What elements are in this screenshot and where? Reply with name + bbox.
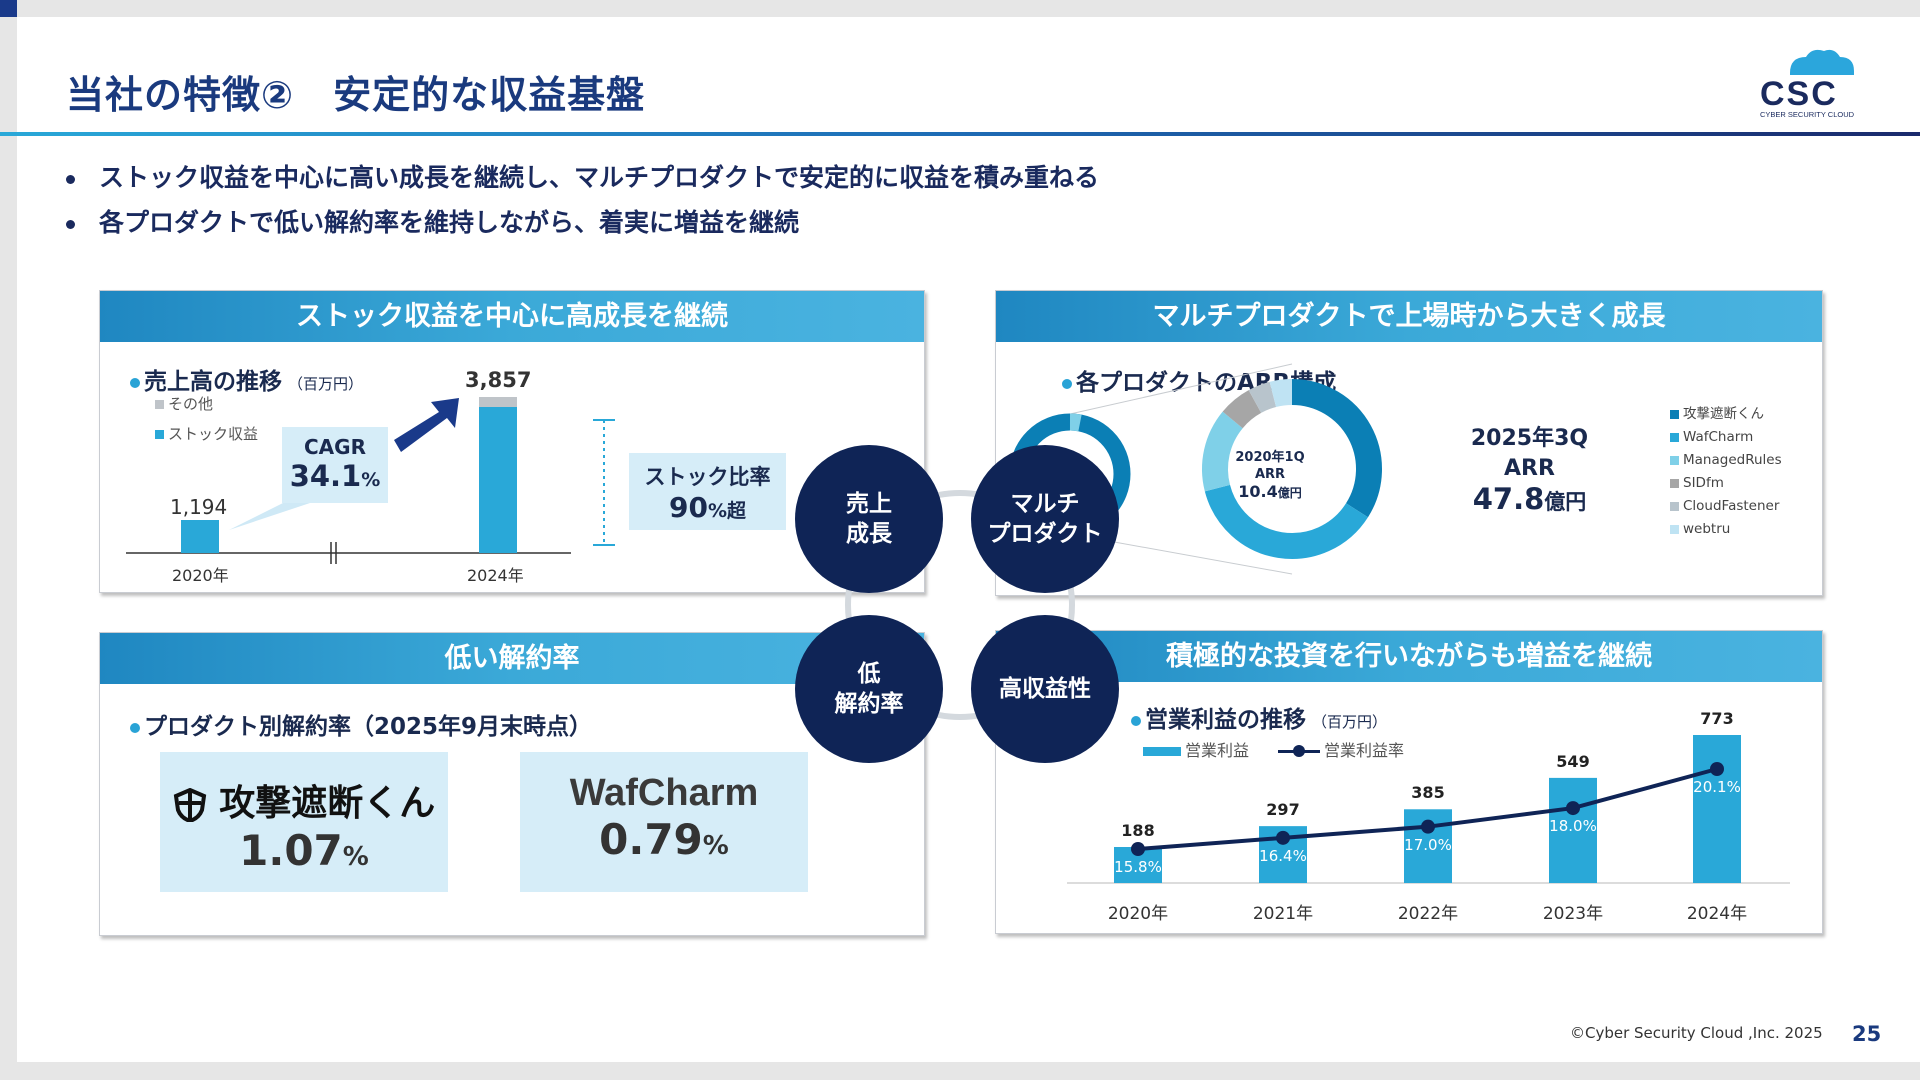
cagr-callout: CAGR 34.1%	[282, 427, 388, 503]
churn-card-wafcharm: WafCharm 0.79%	[520, 752, 808, 892]
wafcharm-logo: WafCharm	[569, 772, 759, 814]
bullet-dot	[66, 219, 75, 229]
profit-value-label: 385	[1411, 783, 1445, 803]
panel-header: 積極的な投資を行いながらも増益を継続	[996, 631, 1822, 682]
x-tick-2020: 2020年	[172, 566, 229, 585]
bullet-1: ストック収益を中心に高い成長を継続し、マルチプロダクトで安定的に収益を積み重ねる	[66, 158, 1099, 194]
circle-low-churn: 低 解約率	[795, 615, 943, 763]
profit-rate-point	[1421, 819, 1435, 834]
legend-item: WafCharm	[1670, 426, 1782, 449]
circle-connector-ring	[845, 490, 1075, 720]
panel-header: ストック収益を中心に高成長を継続	[100, 291, 924, 342]
legend-item: ManagedRules	[1670, 449, 1782, 472]
donut-2020-slice	[1069, 413, 1082, 432]
legend-stock: ストック収益	[155, 423, 258, 444]
bullet-2: 各プロダクトで低い解約率を維持しながら、着実に増益を継続	[66, 203, 799, 239]
donut-slice-3	[1222, 390, 1262, 429]
shield-icon	[173, 787, 206, 824]
legend-profit-line: 営業利益率	[1278, 737, 1404, 761]
profit-chart	[1067, 735, 1790, 884]
bar-2020	[181, 520, 219, 553]
panel-header: マルチプロダクトで上場時から大きく成長	[996, 291, 1822, 342]
page-title: 当社の特徴② 安定的な収益基盤	[66, 73, 646, 117]
profit-rate-label: 20.1%	[1693, 778, 1741, 796]
profit-rate-point	[1566, 801, 1580, 816]
donut-slice-0	[1291, 379, 1382, 518]
bullet-dot	[66, 174, 75, 184]
data-label-2024: 3,857	[465, 368, 532, 392]
x-tick-label: 2024年	[1686, 904, 1748, 924]
logo-text: CSC	[1760, 75, 1838, 113]
profit-value-label: 773	[1700, 709, 1734, 728]
section-label-profit: 営業利益の推移 （百万円）	[1131, 700, 1387, 734]
donut-2025	[1202, 379, 1382, 559]
page-number: 25	[1852, 1022, 1882, 1046]
logo-subtext: CYBER SECURITY CLOUD	[1760, 110, 1855, 119]
csc-logo-icon: CSC CYBER SECURITY CLOUD	[1760, 49, 1855, 119]
profit-rate-point	[1131, 842, 1145, 856]
panel-header: 低い解約率	[100, 633, 924, 684]
arr-legend: 攻撃遮断くん WafCharm ManagedRules SIDfm Cloud…	[1670, 403, 1782, 541]
churn-card-kougeki: 攻撃遮断くん 1.07%	[160, 752, 448, 892]
connector-line	[1069, 363, 1293, 415]
donut-slice-5	[1269, 379, 1293, 408]
profit-value-label: 549	[1556, 751, 1590, 771]
donut-slice-1	[1204, 484, 1368, 559]
bar-2024-other	[479, 397, 517, 407]
donut-slice-4	[1248, 381, 1277, 414]
profit-rate-label: 15.8%	[1114, 858, 1162, 876]
legend-item: CloudFastener	[1670, 495, 1782, 518]
x-tick-label: 2020年	[1107, 904, 1169, 924]
data-label-2020: 1,194	[170, 495, 228, 519]
circle-multiproduct: マルチ プロダクト	[971, 445, 1119, 593]
x-tick-label: 2023年	[1542, 904, 1604, 924]
title-divider	[0, 132, 1920, 136]
donut-big-center: 2025年3Q ARR 47.8億円	[1470, 426, 1589, 516]
kougeki-logo: 攻撃遮断くん	[160, 774, 448, 826]
profit-value-label: 188	[1121, 821, 1155, 840]
donut-slice-2	[1202, 411, 1244, 492]
profit-bar	[1693, 735, 1741, 883]
section-label-churn: プロダクト別解約率（2025年9月末時点）	[130, 707, 592, 741]
profit-rate-point	[1710, 762, 1724, 776]
x-tick-2024: 2024年	[467, 566, 524, 585]
profit-value-label: 297	[1266, 800, 1300, 820]
profit-rate-label: 16.4%	[1259, 846, 1307, 865]
profit-rate-label: 18.0%	[1549, 817, 1597, 836]
section-label-revenue: 売上高の推移 （百万円）	[130, 362, 363, 396]
bar-2024-stock	[479, 398, 517, 553]
profit-bar	[1549, 777, 1597, 883]
profit-rate-label: 17.0%	[1404, 835, 1452, 854]
stock-ratio-box: ストック比率 90%超	[629, 453, 786, 530]
profit-rate-point	[1276, 830, 1290, 845]
legend-item: webtru	[1670, 518, 1782, 541]
footer-copyright: ©Cyber Security Cloud ,Inc. 2025	[1570, 1024, 1823, 1042]
legend-item: SIDfm	[1670, 472, 1782, 495]
legend-item: 攻撃遮断くん	[1670, 403, 1782, 426]
legend-other: その他	[155, 393, 213, 414]
legend-profit-bar: 営業利益	[1143, 737, 1249, 761]
donut-small-center: 2020年1Q ARR 10.4億円	[1235, 450, 1305, 501]
circle-high-profit: 高収益性	[971, 615, 1119, 763]
corner-mark	[0, 0, 17, 17]
growth-arrow-icon	[394, 398, 459, 452]
x-tick-label: 2021年	[1252, 904, 1314, 924]
x-tick-label: 2022年	[1397, 904, 1459, 924]
circle-sales-growth: 売上 成長	[795, 445, 943, 593]
